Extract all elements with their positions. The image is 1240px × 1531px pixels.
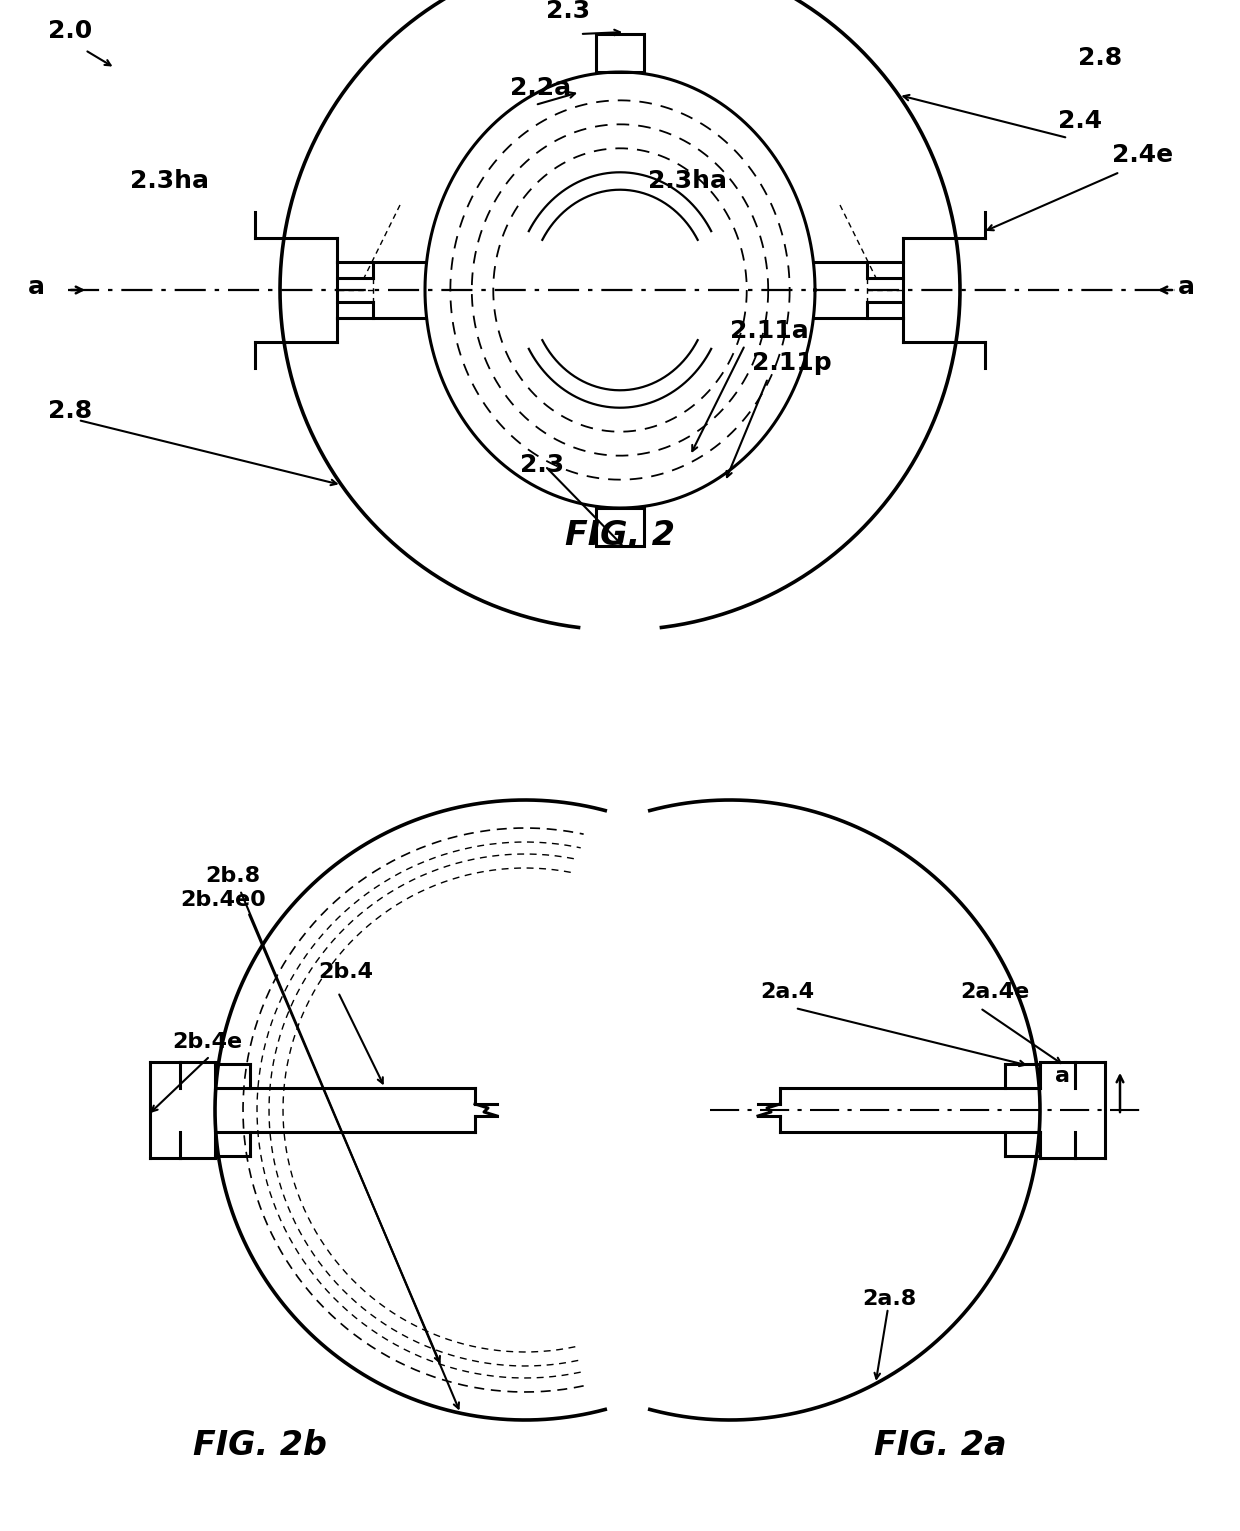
- Text: 2b.8: 2b.8: [205, 867, 260, 886]
- Text: 2b.4e: 2b.4e: [172, 1032, 242, 1052]
- Text: 2.11a: 2.11a: [730, 318, 808, 343]
- Text: 2.3: 2.3: [546, 0, 590, 23]
- Text: a: a: [29, 276, 45, 299]
- Text: 2.3ha: 2.3ha: [130, 168, 210, 193]
- Text: 2.0: 2.0: [48, 18, 92, 43]
- Text: 2.4: 2.4: [1058, 109, 1102, 133]
- Text: 2.4e: 2.4e: [1112, 142, 1173, 167]
- Text: 2.2a: 2.2a: [510, 77, 572, 100]
- Text: 2b.4: 2b.4: [317, 961, 373, 981]
- Text: a: a: [1178, 276, 1195, 299]
- Text: FIG. 2: FIG. 2: [565, 519, 675, 553]
- Text: 2b.4e0: 2b.4e0: [180, 890, 265, 909]
- Bar: [596, 508, 644, 547]
- Text: 2.8: 2.8: [1078, 46, 1122, 70]
- Text: 2.3: 2.3: [520, 453, 564, 478]
- Text: 2a.4e: 2a.4e: [960, 981, 1029, 1001]
- Text: 2.3ha: 2.3ha: [649, 168, 727, 193]
- Bar: [596, 34, 644, 72]
- Text: 2.11p: 2.11p: [751, 351, 832, 375]
- Text: a: a: [1055, 1066, 1070, 1085]
- Text: FIG. 2a: FIG. 2a: [874, 1428, 1006, 1462]
- Text: 2.8: 2.8: [48, 400, 92, 423]
- Text: 2a.4: 2a.4: [760, 981, 815, 1001]
- Text: FIG. 2b: FIG. 2b: [193, 1428, 327, 1462]
- Text: 2a.8: 2a.8: [862, 1289, 916, 1309]
